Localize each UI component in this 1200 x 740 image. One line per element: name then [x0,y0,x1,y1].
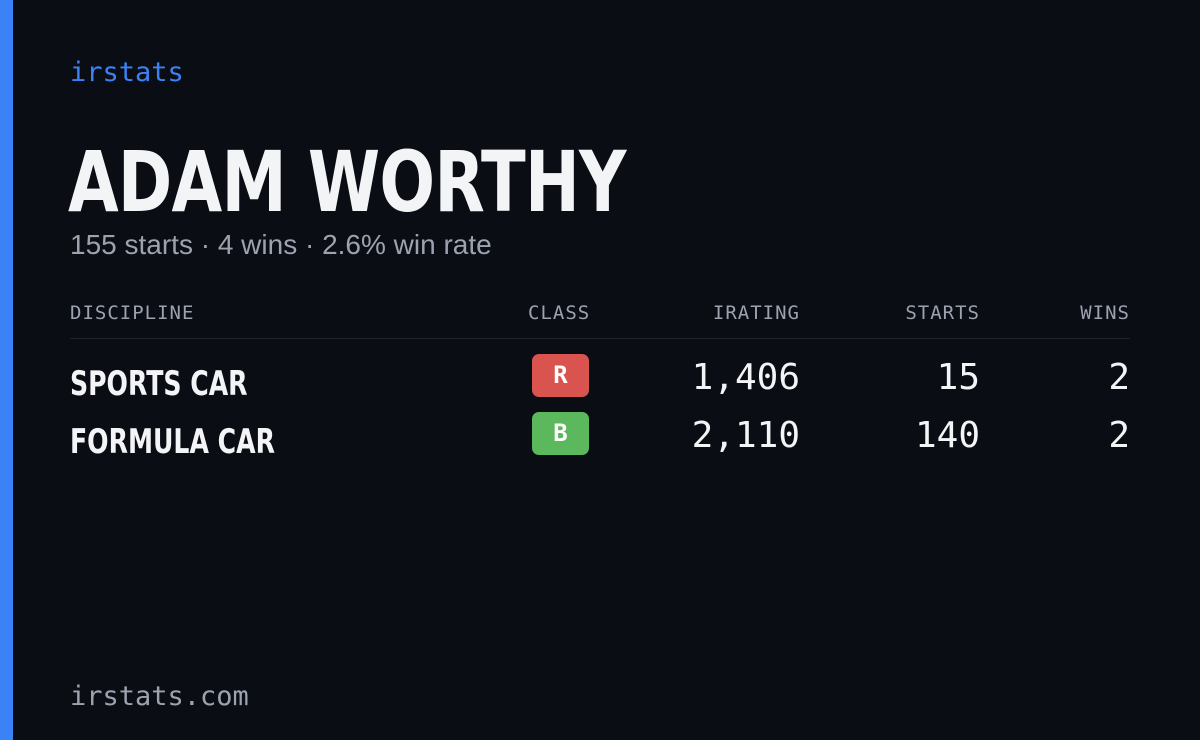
accent-bar [0,0,13,740]
header-discipline: DISCIPLINE [70,302,195,324]
starts-value: 140 [914,415,980,456]
irating-value: 1,406 [691,357,800,398]
player-summary: 155 starts · 4 wins · 2.6% win rate [70,229,492,260]
header-wins: WINS [1080,302,1130,324]
table-row: FORMULA CAR B 2,110 140 2 [70,412,1130,462]
footer-site-url[interactable]: irstats.com [70,681,249,712]
starts-value: 15 [936,357,980,398]
wins-value: 2 [1108,415,1130,456]
discipline-label: FORMULA CAR [70,422,275,462]
discipline-label: SPORTS CAR [70,364,248,404]
class-badge: B [532,412,589,455]
irating-value: 2,110 [691,415,800,456]
wins-value: 2 [1108,357,1130,398]
header-class: CLASS [528,302,591,324]
table-header: DISCIPLINE CLASS IRATING STARTS WINS [70,300,1130,339]
header-starts: STARTS [905,302,980,324]
header-irating: IRATING [712,302,800,324]
brand-logo-text: irstats [70,57,184,88]
table-row: SPORTS CAR R 1,406 15 2 [70,354,1130,404]
player-name: ADAM WORTHY [68,133,626,231]
class-badge: R [532,354,589,397]
